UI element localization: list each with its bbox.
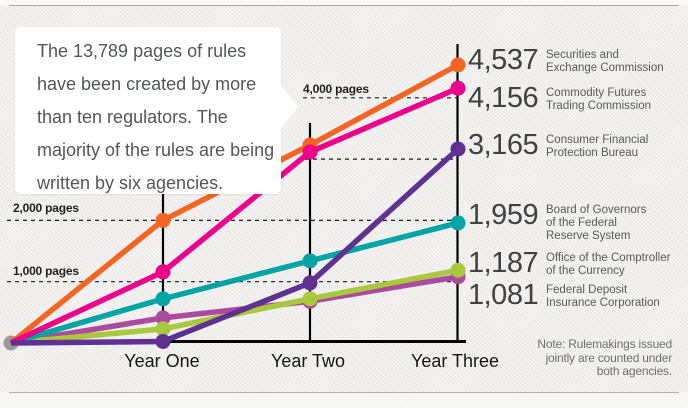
series-value-fdic: 1,081 xyxy=(468,279,539,311)
gridline-label-2000: 2,000 pages xyxy=(13,201,79,215)
bottom-margin-strip xyxy=(0,392,688,408)
x-axis-label-year-two: Year Two xyxy=(270,351,346,371)
series-name-sec: Securities and Exchange Commission xyxy=(546,49,664,74)
top-divider xyxy=(9,5,679,6)
series-name-fdic: Federal Deposit Insurance Corporation xyxy=(546,284,660,309)
gridline-label-1000: 1,000 pages xyxy=(13,264,79,278)
series-line-frb xyxy=(10,220,459,346)
series-name-cfpb: Consumer Financial Protection Bureau xyxy=(546,134,649,159)
legend-row-fdic: 1,081 Federal Deposit Insurance Corporat… xyxy=(468,281,678,310)
series-name-occ: Office of the Comptroller of the Currenc… xyxy=(546,252,671,277)
series-value-frb: 1,959 xyxy=(468,199,539,231)
footnote: Note: Rulemakings issued jointly are cou… xyxy=(537,337,672,378)
data-point-fdic-year-1 xyxy=(155,310,171,326)
legend-row-frb: 1,959 Board of Governors of the Federal … xyxy=(468,201,678,243)
data-point-frb-year-3 xyxy=(450,215,466,231)
gridline-label-4000: 4,000 pages xyxy=(303,82,369,96)
legend-row-cfpb: 3,165 Consumer Financial Protection Bure… xyxy=(468,131,678,160)
legend-row-sec: 4,537 Securities and Exchange Commission xyxy=(468,46,678,75)
data-point-occ-year-2 xyxy=(302,291,318,307)
data-point-cfpb-year-2 xyxy=(302,275,318,291)
bottom-divider xyxy=(9,392,679,393)
series-line-cftc xyxy=(9,85,460,346)
data-point-cftc-year-1 xyxy=(155,264,171,280)
callout-text: The 13,789 pages of rules have been crea… xyxy=(37,41,275,193)
series-line-cfpb xyxy=(10,146,460,346)
top-margin-strip xyxy=(0,0,688,5)
legend-row-occ: 1,187 Office of the Comptroller of the C… xyxy=(468,249,678,278)
data-point-sec-year-3 xyxy=(450,57,466,73)
data-point-frb-year-2 xyxy=(302,253,318,269)
series-value-occ: 1,187 xyxy=(468,247,539,279)
data-point-frb-year-1 xyxy=(155,291,171,307)
data-point-cftc-year-2 xyxy=(302,144,318,160)
series-name-frb: Board of Governors of the Federal Reserv… xyxy=(546,204,647,242)
data-point-occ-year-1 xyxy=(155,321,171,337)
callout-pointer-icon xyxy=(281,86,298,128)
data-point-occ-year-3 xyxy=(450,262,466,278)
x-axis-label-year-one: Year One xyxy=(124,351,200,371)
series-name-cftc: Commodity Futures Trading Commission xyxy=(546,87,652,112)
legend-row-cftc: 4,156 Commodity Futures Trading Commissi… xyxy=(468,84,678,113)
data-point-cftc-year-3 xyxy=(450,80,466,96)
data-point-cfpb-year-3 xyxy=(450,141,466,157)
callout-box: The 13,789 pages of rules have been crea… xyxy=(15,27,281,194)
series-value-sec: 4,537 xyxy=(468,44,539,76)
data-point-cfpb-year-1 xyxy=(155,333,171,349)
x-axis-label-year-three: Year Three xyxy=(410,351,500,371)
data-point-sec-year-1 xyxy=(155,212,171,228)
series-value-cftc: 4,156 xyxy=(468,82,539,114)
series-value-cfpb: 3,165 xyxy=(468,129,539,161)
